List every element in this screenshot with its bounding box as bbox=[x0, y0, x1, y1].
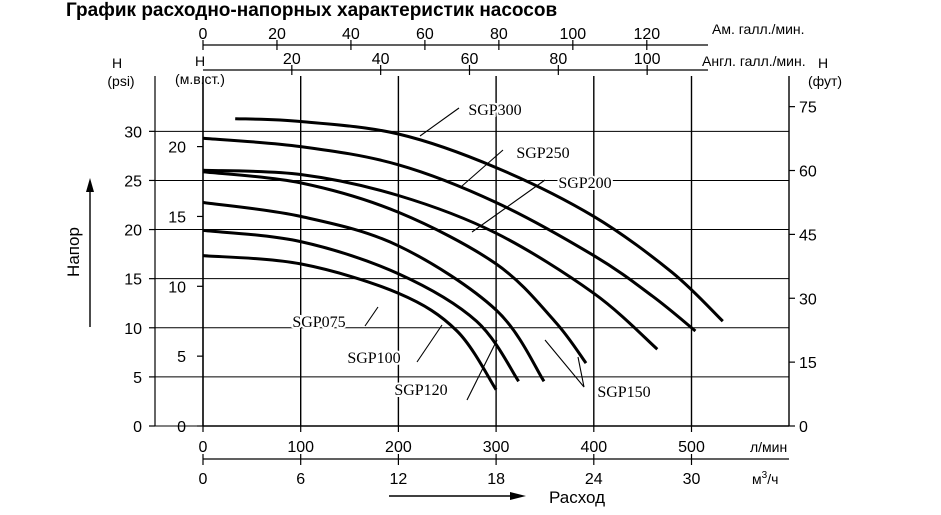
label-sgp120: SGP120 bbox=[394, 382, 447, 399]
uk-gpm-tick-label: 80 bbox=[549, 51, 567, 68]
meters-tick-label: 0 bbox=[177, 419, 186, 436]
ylabel: Напор bbox=[64, 227, 83, 277]
lmin-tick-label: 300 bbox=[483, 439, 510, 456]
feet-unit: (фут) bbox=[808, 73, 842, 89]
m3h-unit: м3/ч bbox=[752, 470, 778, 487]
uk-gpm-unit: Англ. галл./мин. bbox=[702, 53, 806, 69]
feet-tick-label: 45 bbox=[799, 227, 817, 244]
us-gpm-tick-label: 60 bbox=[416, 26, 434, 43]
lmin-tick-label: 200 bbox=[385, 439, 412, 456]
series-sgp100 bbox=[202, 228, 520, 383]
feet-tick-label: 75 bbox=[799, 100, 817, 117]
psi-tick-label: 25 bbox=[124, 173, 142, 190]
us-gpm-tick-label: 80 bbox=[490, 26, 508, 43]
meters-tick-label: 20 bbox=[168, 140, 186, 157]
series-sgp250 bbox=[202, 136, 697, 333]
uk-gpm-tick-label: 100 bbox=[634, 51, 661, 68]
uk-gpm-tick-label: 60 bbox=[461, 51, 479, 68]
uk-gpm-tick-label: 40 bbox=[372, 51, 390, 68]
psi-tick-label: 15 bbox=[124, 272, 142, 289]
ylabel-arrow-head bbox=[86, 178, 94, 192]
label-sgp250: SGP250 bbox=[516, 145, 569, 162]
chart-title: График расходно-напорных характеристик н… bbox=[66, 0, 558, 21]
meters-header: H bbox=[195, 53, 205, 69]
leader-sgp250 bbox=[461, 149, 504, 187]
leader-sgp200 bbox=[471, 179, 546, 233]
psi-unit: (psi) bbox=[107, 73, 134, 89]
meters-tick-label: 5 bbox=[177, 349, 186, 366]
xlabel: Расход bbox=[549, 488, 605, 507]
m3h-tick-label: 18 bbox=[487, 471, 505, 488]
leader-sgp120 bbox=[466, 339, 498, 401]
psi-header: H bbox=[112, 55, 122, 71]
us-gpm-tick-label: 120 bbox=[633, 26, 660, 43]
label-sgp200: SGP200 bbox=[558, 175, 611, 192]
label-sgp150: SGP150 bbox=[597, 384, 650, 401]
leader-sgp075 bbox=[364, 306, 379, 327]
us-gpm-tick-label: 40 bbox=[342, 26, 360, 43]
lmin-tick-label: 400 bbox=[580, 439, 607, 456]
meters-tick-label: 10 bbox=[168, 279, 186, 296]
series-sgp075 bbox=[202, 254, 498, 391]
leader-sgp300 bbox=[419, 107, 460, 137]
m3h-tick-label: 24 bbox=[585, 471, 603, 488]
m3h-tick-label: 30 bbox=[683, 471, 701, 488]
psi-tick-label: 10 bbox=[124, 321, 142, 338]
label-sgp100: SGP100 bbox=[347, 350, 400, 367]
us-gpm-unit: Ам. галл./мин. bbox=[712, 21, 805, 37]
series-sgp120 bbox=[202, 201, 546, 383]
feet-tick-label: 15 bbox=[799, 355, 817, 372]
feet-tick-label: 0 bbox=[799, 419, 808, 436]
uk-gpm-tick-label: 20 bbox=[283, 51, 301, 68]
feet-header: H bbox=[818, 55, 828, 71]
feet-tick-label: 60 bbox=[799, 164, 817, 181]
us-gpm-tick-label: 100 bbox=[559, 26, 586, 43]
lmin-unit: л/мин bbox=[750, 439, 787, 455]
lmin-tick-label: 500 bbox=[678, 439, 705, 456]
xlabel-arrow-head bbox=[510, 492, 526, 500]
meters-tick-label: 15 bbox=[168, 209, 186, 226]
psi-tick-label: 0 bbox=[133, 419, 142, 436]
leader-sgp100 bbox=[416, 324, 443, 363]
psi-tick-label: 20 bbox=[124, 223, 142, 240]
psi-tick-label: 30 bbox=[124, 124, 142, 141]
series-sgp150 bbox=[202, 170, 588, 364]
series-sgp300 bbox=[235, 117, 724, 323]
m3h-tick-label: 0 bbox=[199, 471, 208, 488]
feet-tick-label: 30 bbox=[799, 291, 817, 308]
lmin-tick-label: 0 bbox=[199, 439, 208, 456]
m3h-tick-label: 12 bbox=[390, 471, 408, 488]
us-gpm-tick-label: 0 bbox=[199, 26, 208, 43]
label-sgp075: SGP075 bbox=[292, 314, 345, 331]
series-sgp200 bbox=[202, 168, 659, 351]
meters-unit: (м.в.ст.) bbox=[175, 71, 225, 87]
leader-sgp150 bbox=[544, 339, 585, 388]
label-sgp300: SGP300 bbox=[468, 102, 521, 119]
psi-tick-label: 5 bbox=[133, 370, 142, 387]
m3h-tick-label: 6 bbox=[296, 471, 305, 488]
lmin-tick-label: 100 bbox=[287, 439, 314, 456]
us-gpm-tick-label: 20 bbox=[268, 26, 286, 43]
